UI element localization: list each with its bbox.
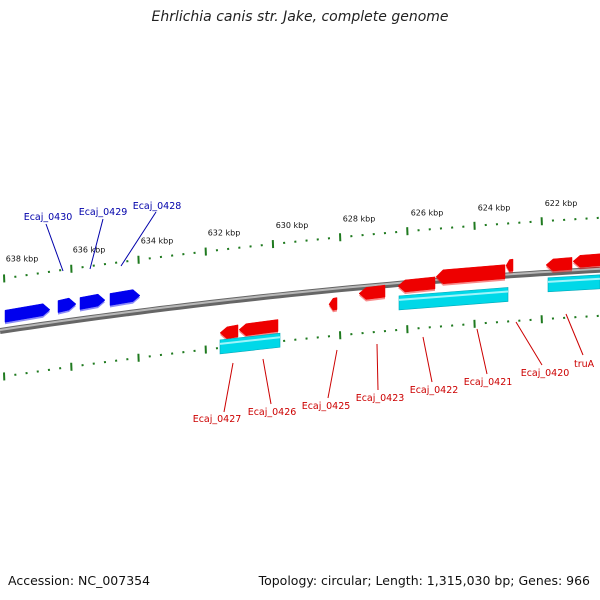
label-leader-line [422,336,433,383]
forward-gene [238,319,279,336]
label-leader-line [45,223,64,272]
gene-label: Ecaj_0425 [302,401,351,412]
label-leader-line [327,349,338,399]
scale-label: 636 kbp [73,245,106,254]
forward-gene [358,284,386,300]
outer-tick-track [3,216,599,283]
forward-gene [219,324,239,340]
gene-label: Ecaj_0423 [356,393,405,404]
scale-label: 634 kbp [141,236,174,245]
scale-label: 638 kbp [6,255,39,264]
forward-gene [397,276,436,293]
label-leader-line [262,358,272,405]
label-leader-line [476,328,488,375]
label-leader-line [376,343,379,391]
scale-label: 630 kbp [276,221,309,230]
scale-label: 624 kbp [478,203,511,212]
gene-label: Ecaj_0420 [521,368,570,379]
reverse-gene [79,293,106,310]
accession-text: Accession: NC_007354 [8,573,151,588]
scale-label: 632 kbp [208,228,241,237]
scale-label: 626 kbp [411,209,444,218]
forward-gene [545,257,573,272]
gene-labels: Ecaj_0430 Ecaj_0429 Ecaj_0428 Ecaj_0427 Ecaj… [24,201,595,425]
gene-label: Ecaj_0429 [79,207,128,218]
scale-label: 622 kbp [545,199,578,208]
cds-feature-highlight [219,336,281,345]
scale-label: 628 kbp [343,214,376,223]
reverse-gene [57,297,77,313]
gene-label: Ecaj_0422 [410,385,459,396]
cds-feature-highlight [547,277,600,283]
gene-label: truA [574,359,595,370]
reverse-gene [109,289,141,306]
forward-gene [572,253,600,268]
label-leader-line [120,211,157,267]
gene-label: Ecaj_0426 [248,407,297,418]
label-leader-line [565,313,584,356]
label-leader-line [515,321,543,366]
scale-labels: 638 kbp 636 kbp 634 kbp 632 kbp 630 kbp 628 k… [6,199,578,264]
gene-label: Ecaj_0427 [193,414,242,425]
forward-gene [328,297,338,311]
gene-label: Ecaj_0421 [464,377,513,388]
genome-summary-text: Topology: circular; Length: 1,315,030 bp… [258,573,590,588]
cds-feature-highlight [398,290,509,301]
map-title: Ehrlichia canis str. Jake, complete geno… [151,9,449,25]
cds-feature [547,274,600,293]
gene-features [4,253,600,355]
inner-tick-track [3,314,599,381]
forward-gene [435,264,506,285]
reverse-gene [4,303,51,323]
label-leader-line [223,362,234,413]
gene-label: Ecaj_0428 [133,201,182,212]
gene-label: Ecaj_0430 [24,212,73,223]
forward-gene [505,258,514,272]
label-leader-line [89,218,104,270]
